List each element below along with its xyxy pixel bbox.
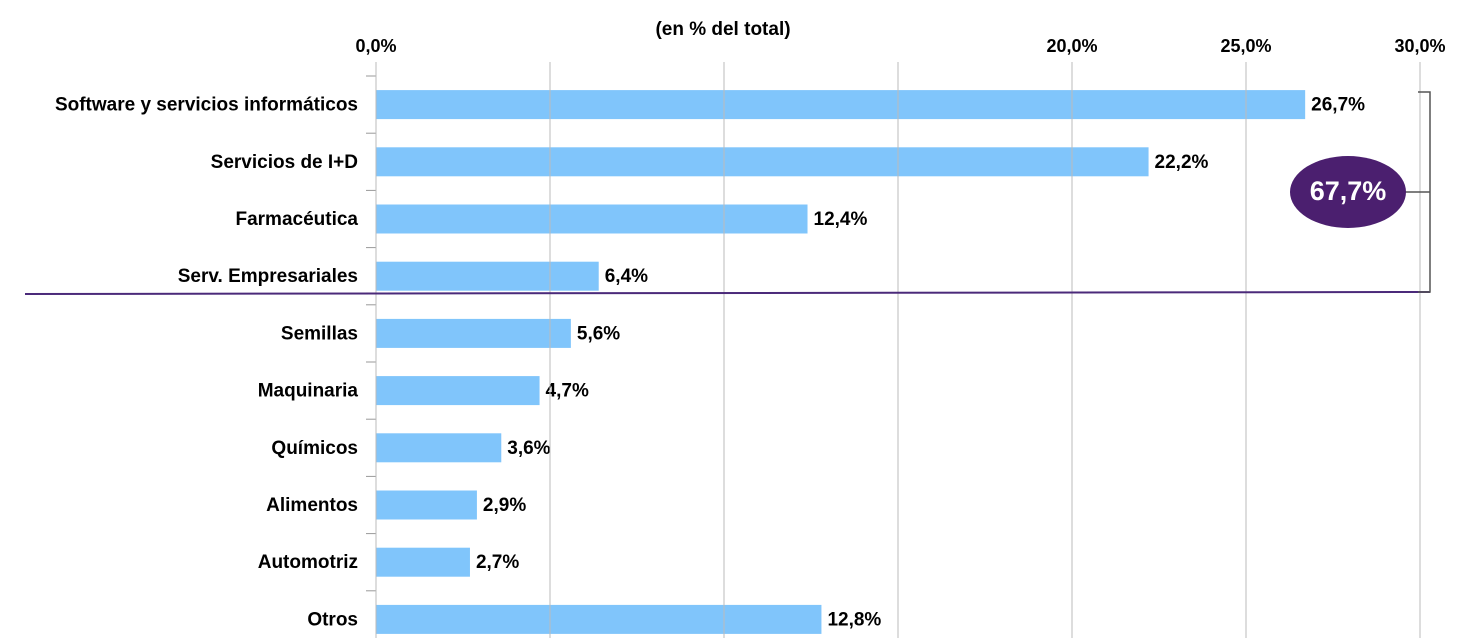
bar xyxy=(376,90,1306,120)
y-tick-label: Software y servicios informáticos xyxy=(55,95,358,116)
value-label: 6,4% xyxy=(605,266,648,287)
y-tick-label: Farmacéutica xyxy=(235,209,358,230)
y-tick-label: Alimentos xyxy=(266,495,358,516)
bar xyxy=(376,318,571,348)
bar xyxy=(376,204,808,234)
x-tick-label: 0,0% xyxy=(355,36,396,56)
value-label: 5,6% xyxy=(577,323,620,344)
value-label: 2,7% xyxy=(476,552,519,573)
y-tick-label: Serv. Empresariales xyxy=(178,266,358,287)
bar xyxy=(376,147,1149,177)
value-label: 12,4% xyxy=(814,209,868,230)
bar xyxy=(376,376,540,406)
value-label: 2,9% xyxy=(483,495,526,516)
bar xyxy=(376,604,822,634)
separator-line xyxy=(24,291,1431,295)
bar xyxy=(376,490,477,520)
annotation-badge xyxy=(1290,156,1406,228)
y-tick-label: Automotriz xyxy=(258,552,358,573)
annotation: 67,7% xyxy=(1310,176,1387,206)
x-tick-label: 20,0% xyxy=(1046,36,1097,56)
value-label: 12,8% xyxy=(827,609,881,630)
chart-title: (en % del total) xyxy=(655,19,790,40)
value-label: 4,7% xyxy=(546,381,589,402)
value-label: 3,6% xyxy=(507,438,550,459)
bar xyxy=(376,433,502,463)
y-tick-label: Químicos xyxy=(271,438,358,459)
bracket xyxy=(1404,91,1431,293)
x-tick-label: 25,0% xyxy=(1220,36,1271,56)
y-tick-label: Semillas xyxy=(281,323,358,344)
bar xyxy=(376,261,599,291)
value-label: 22,2% xyxy=(1155,152,1209,173)
y-tick-label: Servicios de I+D xyxy=(211,152,358,173)
x-tick-label: 30,0% xyxy=(1394,36,1445,56)
y-tick-label: Otros xyxy=(307,609,358,630)
y-tick-label: Maquinaria xyxy=(258,381,359,402)
value-label: 26,7% xyxy=(1311,95,1365,116)
bar xyxy=(376,547,470,577)
